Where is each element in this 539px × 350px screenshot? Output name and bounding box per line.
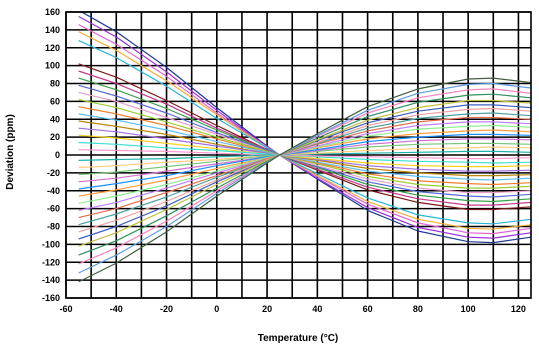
y-tick-labels: 160 140 120 100 80 60 40 20 0 -20 -40 -60 -80 -100 -12… <box>42 7 60 303</box>
x-tick-label: 20 <box>262 304 272 314</box>
x-tick-label: -20 <box>160 304 173 314</box>
plot-frame <box>65 11 532 299</box>
series-line-29 <box>78 107 531 233</box>
series-line-20 <box>78 146 531 169</box>
y-tick-label: -100 <box>42 239 60 249</box>
series-line-31 <box>78 99 531 247</box>
y-tick-label: 40 <box>50 114 60 124</box>
y-tick-label: 80 <box>50 79 60 89</box>
series-line-13 <box>78 113 531 181</box>
y-tick-label: 0 <box>55 150 60 160</box>
y-tick-label: -160 <box>42 293 60 303</box>
y-tick-label: -80 <box>47 222 60 232</box>
y-tick-label: 20 <box>50 132 60 142</box>
series-layer <box>78 12 531 283</box>
x-tick-labels: -60 -40 -20 0 20 40 60 80 100 120 <box>59 304 525 314</box>
y-tick-label: 120 <box>45 43 60 53</box>
series-line-35 <box>78 77 531 283</box>
y-tick-label: -140 <box>42 275 60 285</box>
series-line-23 <box>78 133 531 190</box>
x-tick-label: 80 <box>413 304 423 314</box>
y-tick-label: 100 <box>45 61 60 71</box>
y-tick-label: -20 <box>47 168 60 178</box>
series-line-10 <box>78 91 531 194</box>
x-tick-label: 40 <box>312 304 322 314</box>
x-tick-label: 0 <box>214 304 219 314</box>
x-tick-label: -60 <box>59 304 72 314</box>
y-axis-title: Deviation (ppm) <box>5 114 16 190</box>
x-tick-label: -40 <box>110 304 123 314</box>
series-line-7 <box>78 70 531 206</box>
y-tick-label: -120 <box>42 257 60 267</box>
series-line-5 <box>78 40 531 225</box>
plot-area-border <box>65 11 532 299</box>
x-tick-label: 100 <box>461 304 476 314</box>
series-line-32 <box>78 93 531 256</box>
x-axis-title: Temperature (°C) <box>258 333 339 344</box>
y-tick-label: 140 <box>45 25 60 35</box>
y-tick-label: -60 <box>47 204 60 214</box>
y-tick-label: 160 <box>45 7 60 17</box>
series-line-2 <box>78 15 531 239</box>
y-tick-label: 60 <box>50 96 60 106</box>
series-line-26 <box>78 121 531 211</box>
series-line-16 <box>78 134 531 168</box>
x-tick-label: 120 <box>511 304 526 314</box>
x-tick-label: 60 <box>363 304 373 314</box>
series-line-34 <box>78 82 531 274</box>
series-line-18 <box>78 149 531 160</box>
series-line-4 <box>78 31 531 230</box>
y-tick-label: -40 <box>47 186 60 196</box>
